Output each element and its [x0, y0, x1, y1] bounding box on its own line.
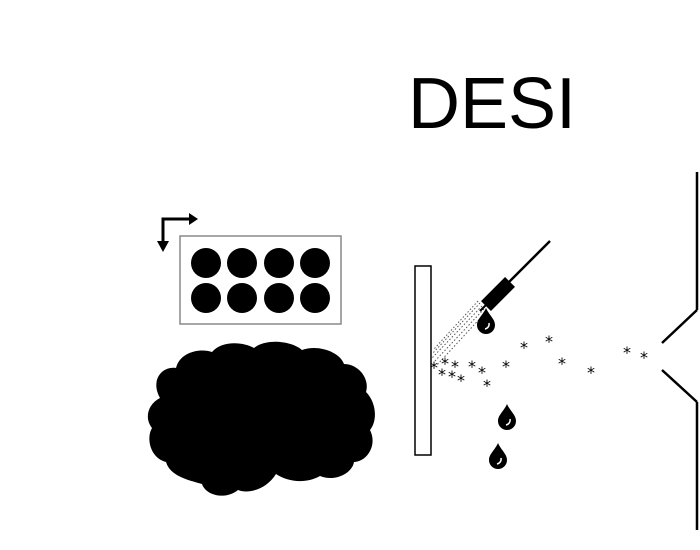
well	[300, 248, 330, 278]
brain-silhouette-icon	[147, 341, 375, 496]
asterisk-ion-icon: *	[623, 343, 631, 362]
well	[264, 248, 294, 278]
asterisk-ion-icon: *	[545, 332, 553, 351]
substrate-slide	[414, 265, 432, 456]
asterisk-ion-icon: *	[478, 363, 486, 382]
asterisk-ion-icon: *	[451, 357, 459, 376]
asterisk-ion-icon: *	[502, 357, 510, 376]
asterisk-ion-icon: *	[457, 371, 465, 390]
asterisk-ion-icon: *	[483, 376, 491, 395]
asterisk-ion-icon: *	[441, 354, 449, 373]
asterisk-ion-icon: *	[430, 358, 438, 377]
asterisk-ion-icon: *	[448, 367, 456, 386]
ions: * * * * * * * * * * * * * * * *	[430, 332, 648, 395]
well	[300, 283, 330, 313]
well	[227, 283, 257, 313]
well	[227, 248, 257, 278]
mass-spec-inlet	[661, 172, 699, 530]
asterisk-ion-icon: *	[520, 338, 528, 357]
corner-arrow-icon	[157, 213, 198, 252]
well	[264, 283, 294, 313]
asterisk-ion-icon: *	[587, 363, 595, 382]
well	[191, 248, 221, 278]
spray-mist	[431, 300, 487, 367]
sprayer-needle-icon	[479, 240, 551, 312]
droplets	[477, 308, 516, 469]
droplet-icon	[489, 443, 507, 469]
diagram-title: DESI	[408, 64, 577, 144]
droplet-icon	[498, 404, 516, 430]
asterisk-ion-icon: *	[558, 354, 566, 373]
asterisk-ion-icon: *	[468, 357, 476, 376]
droplet-icon	[477, 308, 495, 334]
sample-well-plate	[179, 235, 342, 325]
asterisk-ion-icon: *	[438, 365, 446, 384]
asterisk-ion-icon: *	[640, 348, 648, 367]
well	[191, 283, 221, 313]
